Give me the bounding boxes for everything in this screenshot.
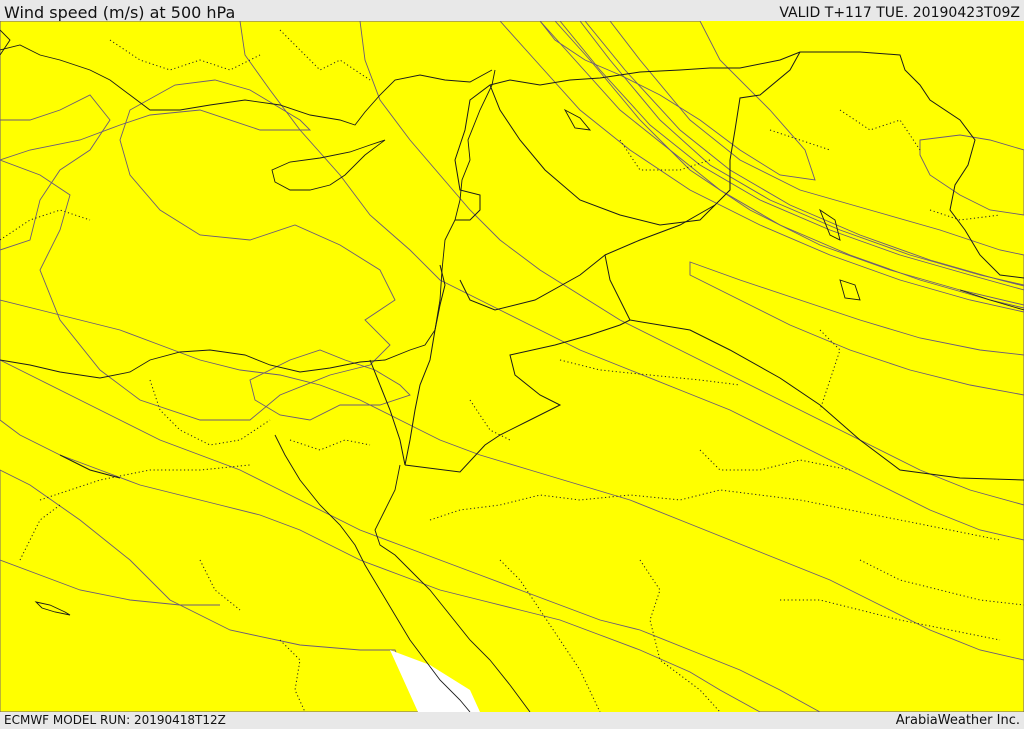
island-cyprus	[271, 139, 386, 191]
footer-bar: ECMWF MODEL RUN: 20190418T12Z ArabiaWeat…	[0, 712, 1024, 729]
border-egypt-libya	[59, 454, 121, 479]
lake-small	[839, 279, 861, 301]
contour-line-2	[584, 21, 1024, 287]
border-jordan-iraq	[604, 204, 716, 256]
admin-line-17	[619, 139, 711, 171]
band-yellow	[0, 21, 1024, 712]
coastline-red-sea-west	[274, 434, 471, 712]
map-canvas	[0, 21, 1024, 712]
contour-line-3	[0, 559, 220, 606]
admin-line-6	[19, 504, 61, 561]
coastline-levant	[454, 69, 496, 221]
admin-line-4	[149, 379, 271, 446]
band-amber-west-lobe	[0, 79, 396, 421]
border-syria-iraq	[489, 51, 801, 226]
border-turkey-iraq-iran	[454, 51, 1024, 279]
band-light-southwest	[0, 469, 421, 712]
admin-line-10	[429, 489, 1001, 541]
coastline-gulf	[959, 289, 1024, 311]
band-amber	[0, 21, 1024, 712]
band-gold	[0, 21, 1024, 712]
band-white-south	[390, 650, 480, 712]
band-amber-west-edge	[0, 94, 111, 251]
border-egypt-israel	[369, 359, 406, 466]
contour-line-1	[559, 21, 1024, 291]
band-dark-orange-sinai	[249, 349, 411, 421]
wind-speed-map	[0, 21, 1024, 712]
border-iraq-saudi	[629, 319, 1024, 481]
map-title: Wind speed (m/s) at 500 hPa	[4, 3, 236, 22]
coastline-mediterranean	[0, 219, 456, 379]
coastline-aegean	[0, 29, 11, 56]
island-reef	[34, 601, 71, 616]
model-run-label: ECMWF MODEL RUN: 20190418T12Z	[4, 713, 226, 727]
admin-line-21	[469, 399, 511, 441]
admin-line-12	[639, 559, 721, 712]
band-red-core	[689, 261, 1024, 396]
header-bar: Wind speed (m/s) at 500 hPa VALID T+117 …	[0, 0, 1024, 22]
band-dark-orange	[239, 21, 1024, 541]
coastline-anatolia	[0, 44, 493, 126]
admin-line-14	[559, 359, 741, 386]
lake-urmia	[819, 208, 841, 241]
credit-label: ArabiaWeather Inc.	[895, 713, 1020, 728]
coastline-red-sea-east	[374, 464, 531, 712]
admin-line-15	[699, 449, 851, 471]
admin-line-7	[289, 439, 371, 451]
border-jordan-saudi	[404, 254, 631, 473]
admin-line-11	[499, 559, 601, 712]
band-orange	[0, 21, 1024, 661]
valid-time: VALID T+117 TUE. 20190423T09Z	[779, 5, 1020, 21]
lake-van	[563, 108, 592, 131]
border-israel-jordan	[404, 264, 446, 466]
band-yellow-northeast	[919, 134, 1024, 216]
